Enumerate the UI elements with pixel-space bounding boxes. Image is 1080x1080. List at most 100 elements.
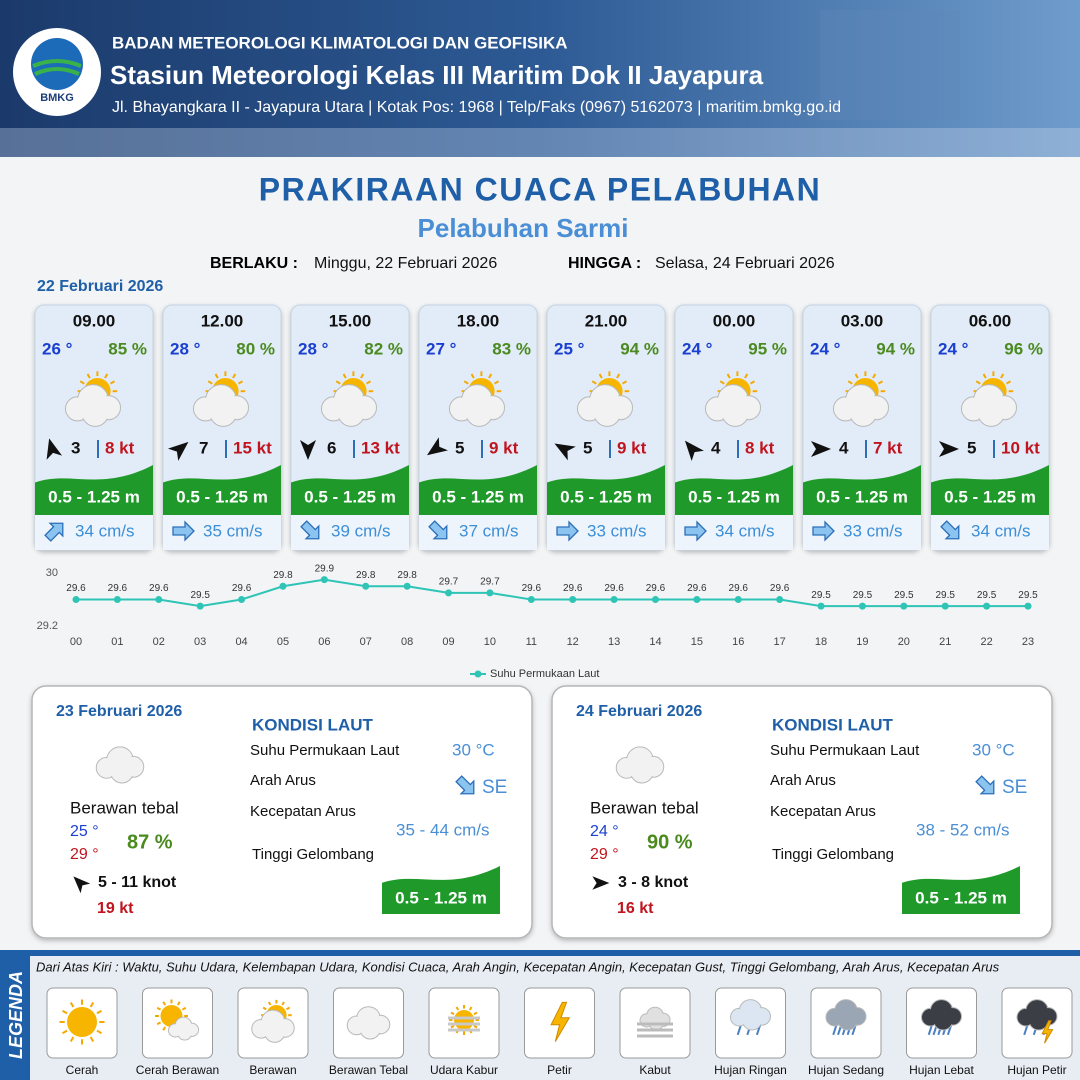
sst-point — [403, 582, 411, 590]
sst-line — [76, 578, 1028, 608]
x-tick-label: 04 — [235, 636, 247, 648]
gust: 16 kt — [617, 900, 654, 917]
current-speed: 35 cm/s — [203, 521, 263, 540]
wind-speed: 5 — [583, 438, 592, 457]
legend-item: Cerah Berawan — [136, 987, 219, 1077]
x-tick-label: 03 — [194, 636, 206, 648]
x-tick-label: 17 — [774, 636, 786, 648]
legend-item-label: Petir — [547, 1063, 572, 1077]
humidity: 96 % — [1004, 339, 1043, 358]
sun-ray — [366, 380, 372, 385]
sun-ray — [982, 373, 987, 379]
cloud-fill — [979, 401, 1004, 426]
wind-speed: 5 — [967, 438, 976, 457]
time: 18.00 — [457, 311, 500, 330]
x-tick-label: 18 — [815, 636, 827, 648]
legend-item-label: Berawan — [249, 1063, 296, 1077]
wind-speed: 4 — [839, 438, 849, 457]
wave-label: Tinggi Gelombang — [772, 846, 894, 863]
current-speed: 34 cm/s — [715, 521, 775, 540]
sst-point — [1024, 602, 1032, 610]
sst-chart: 29.2 30 00 01 02 03 04 05 06 07 08 09 10 11 12 13 14 15 16… — [37, 563, 1039, 680]
header-deco — [0, 128, 1080, 157]
sun-ray — [86, 373, 91, 379]
current-speed-label: Kecepatan Arus — [250, 803, 356, 820]
condition: Berawan tebal — [590, 798, 699, 817]
sst-point — [486, 589, 494, 597]
humidity: 87 % — [127, 831, 173, 853]
humidity: 94 % — [620, 339, 659, 358]
to-label: HINGGA : — [568, 255, 641, 272]
legend-item-label: Hujan Lebat — [909, 1063, 974, 1077]
sun-ray — [267, 1001, 272, 1006]
sst-value: 30 °C — [972, 740, 1015, 759]
temp-min: 24 ° — [590, 823, 619, 840]
from-label: BERLAKU : — [210, 255, 298, 272]
wind-arrow — [167, 441, 189, 461]
legend-item-label: Hujan Sedang — [808, 1063, 884, 1077]
temp-min: 25 ° — [70, 823, 99, 840]
air-temp: 25 ° — [554, 339, 585, 358]
sun-ray — [281, 1001, 285, 1006]
cloud-fill — [339, 401, 364, 426]
sea-title: KONDISI LAUT — [252, 715, 374, 734]
sst-label: 29.5 — [894, 590, 914, 601]
temp-max: 29 ° — [590, 846, 619, 863]
sun-ray — [162, 1001, 167, 1006]
current-arrow — [684, 520, 707, 542]
sun-ray — [598, 373, 603, 379]
sst-point — [693, 596, 701, 603]
cloud-fill — [743, 1011, 761, 1030]
current-speed: 38 - 52 cm/s — [916, 820, 1010, 839]
wave-label: Tinggi Gelombang — [252, 846, 374, 863]
sun-ray — [360, 373, 365, 379]
cloud-fill — [723, 401, 748, 426]
sst-point — [817, 602, 825, 610]
current-arrow — [300, 520, 320, 540]
cloud-fill — [838, 1011, 857, 1030]
cloud-fill — [178, 1026, 192, 1040]
wave-shape — [382, 866, 500, 914]
current-speed: 34 cm/s — [971, 521, 1031, 540]
sun-ray — [975, 380, 981, 385]
sun-ray — [79, 380, 85, 385]
sst-point — [320, 576, 328, 584]
wave-shape — [902, 866, 1020, 914]
panel-bg — [551, 685, 1053, 939]
legend-item-label: Cerah — [66, 1063, 99, 1077]
wind-arrow — [939, 441, 959, 457]
sun-ray — [286, 1006, 291, 1011]
wind-arrow — [592, 876, 610, 890]
legend-item: Hujan Ringan — [714, 987, 787, 1077]
sst-label: 29.9 — [315, 563, 335, 574]
current-speed: 33 cm/s — [587, 521, 647, 540]
sun-ray — [450, 1024, 455, 1029]
current-arrow — [940, 520, 960, 540]
sun-ray — [62, 1029, 68, 1035]
legend-item-label: Udara Kabur — [430, 1063, 498, 1077]
cloud-fill — [111, 761, 133, 783]
sst-label: 29.6 — [729, 583, 749, 594]
sst-label: 29.6 — [646, 583, 666, 594]
wind-speed: 6 — [327, 438, 336, 457]
sun-ray — [162, 1026, 167, 1031]
wind-arrow — [46, 438, 63, 460]
legend-item: Hujan Petir — [1001, 987, 1073, 1077]
humidity: 83 % — [492, 339, 531, 358]
x-tick-label: 07 — [360, 636, 372, 648]
time: 15.00 — [329, 311, 372, 330]
wave-shape — [547, 465, 665, 515]
legend-label: Suhu Permukaan Laut — [490, 668, 599, 680]
sst-label: 29.6 — [66, 583, 86, 594]
x-tick-label: 12 — [567, 636, 579, 648]
legend-item-label: Hujan Ringan — [714, 1063, 787, 1077]
wind-speed: 4 — [711, 438, 721, 457]
sun-ray — [89, 1036, 95, 1042]
y-tick-label: 30 — [46, 567, 58, 579]
gust: 13 kt — [361, 438, 400, 457]
current-speed: 39 cm/s — [331, 521, 391, 540]
from-date: Minggu, 22 Februari 2026 — [314, 255, 497, 272]
